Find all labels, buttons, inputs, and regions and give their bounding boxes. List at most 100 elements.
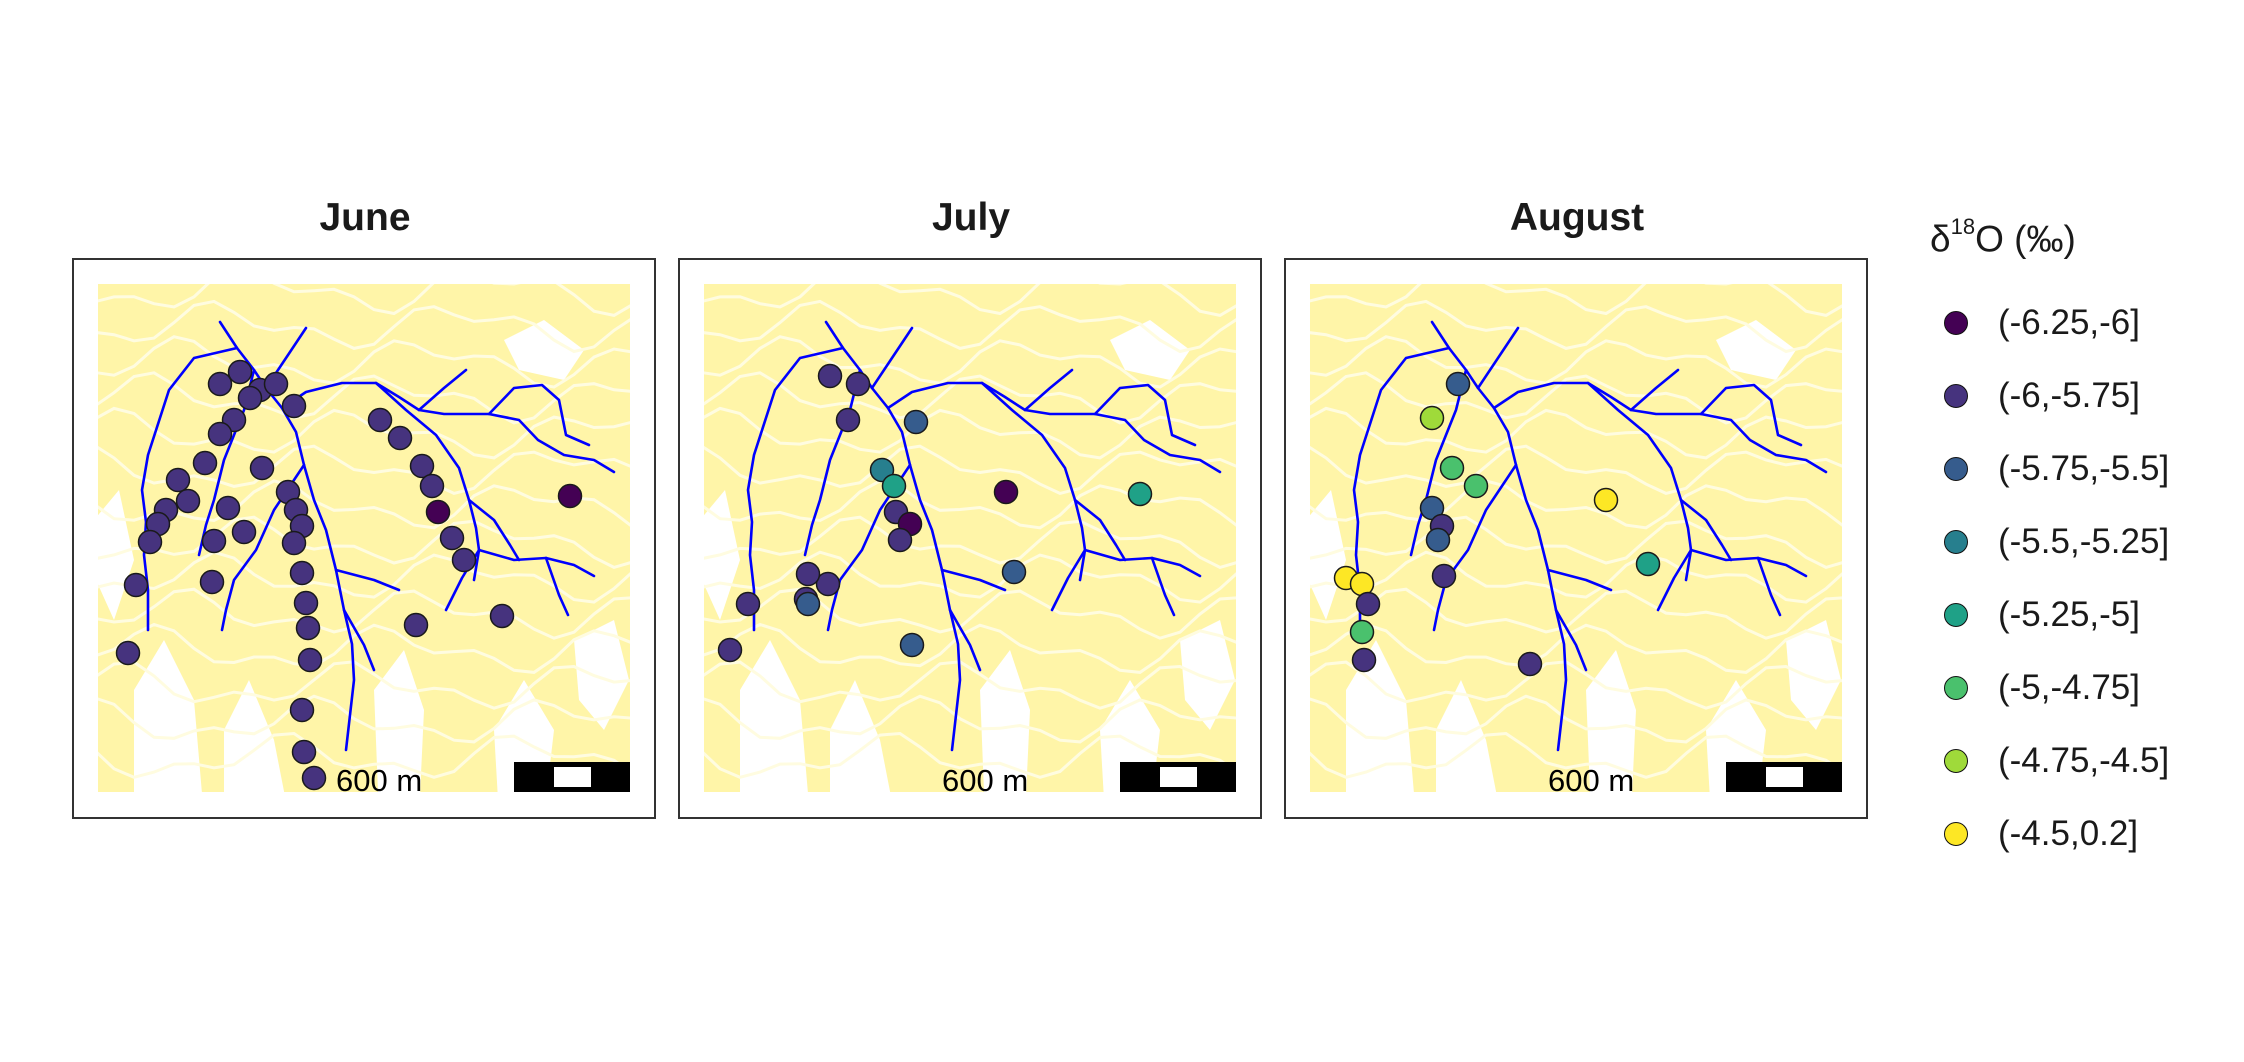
contour-line: [680, 622, 1260, 674]
sample-point: [557, 483, 583, 509]
legend-title-superscript: 18: [1950, 214, 1976, 239]
contour-line: [74, 335, 654, 389]
legend-label: (-4.5,0.2]: [1998, 814, 2139, 853]
sample-point: [1445, 371, 1471, 397]
map-panel-august: 600 m: [1284, 258, 1868, 819]
sample-point: [289, 560, 315, 586]
sample-point: [289, 697, 315, 723]
stream-line: [1432, 463, 1518, 632]
legend-swatch: [1944, 311, 1968, 335]
sample-point: [165, 467, 191, 493]
contour-line: [680, 587, 1260, 640]
sample-point: [367, 407, 393, 433]
stream-line: [886, 381, 1222, 474]
stream-line: [1554, 608, 1588, 672]
contour-line: [74, 515, 654, 570]
legend-label: (-5.75,-5.5]: [1998, 449, 2170, 488]
contour-line: [680, 731, 1260, 785]
sample-point: [845, 371, 871, 397]
legend-swatch: [1944, 822, 1968, 846]
sample-point: [451, 547, 477, 573]
scale-bar-segment: [1160, 767, 1197, 787]
contour-line: [1286, 443, 1866, 495]
legend-swatch: [1944, 603, 1968, 627]
panel-title-august: August: [1509, 196, 1645, 239]
sample-point: [1001, 559, 1027, 585]
map-margin: [1842, 260, 1866, 817]
lowland-area: [504, 320, 584, 380]
sample-point: [403, 612, 429, 638]
stream-line: [417, 368, 468, 412]
stream-line: [940, 568, 1007, 592]
legend-swatch: [1944, 384, 1968, 408]
lowland-area: [1110, 320, 1190, 380]
contour-line: [1286, 731, 1866, 785]
contour-line: [680, 479, 1260, 533]
sample-point: [1425, 527, 1451, 553]
sample-point: [735, 591, 761, 617]
contour-line: [680, 335, 1260, 389]
contour-line: [680, 299, 1260, 354]
lowland-area: [574, 620, 629, 730]
legend-title: δ18O (‰): [1930, 214, 2076, 260]
panel-title-june: June: [319, 196, 411, 239]
map-margin: [630, 260, 654, 817]
sample-point: [1349, 619, 1375, 645]
stream-line: [1073, 498, 1127, 562]
panel-title-july: July: [931, 196, 1011, 239]
sample-point: [387, 425, 413, 451]
contour-line: [1286, 406, 1866, 460]
stream-line: [1656, 548, 1693, 612]
sample-point: [227, 359, 253, 385]
stream-line: [220, 463, 306, 632]
map-panel-july: 600 m: [678, 258, 1262, 819]
contour-line: [74, 587, 654, 640]
scale-bar-segment: [554, 767, 591, 787]
legend-title-rest: O (‰): [1975, 218, 2076, 260]
stream-network: [140, 320, 616, 752]
stream-line: [1023, 368, 1074, 412]
legend-swatch: [1944, 676, 1968, 700]
map-svg: 600 m: [680, 260, 1260, 817]
contour-line: [74, 299, 654, 354]
stream-line: [826, 463, 912, 632]
map-margin: [1286, 792, 1866, 817]
sample-point: [1127, 481, 1153, 507]
sample-point: [207, 371, 233, 397]
lowland-area: [1786, 620, 1841, 730]
sample-point: [192, 450, 218, 476]
sample-point: [201, 528, 227, 554]
legend-label: (-5.5,-5.25]: [1998, 522, 2170, 561]
stream-network: [746, 320, 1222, 752]
sample-point: [175, 488, 201, 514]
legend-title-symbol: δ: [1930, 218, 1951, 260]
sample-point: [409, 453, 435, 479]
sample-points: [1333, 371, 1661, 677]
stream-line: [334, 568, 401, 592]
sample-point: [231, 519, 257, 545]
stream-line: [280, 381, 616, 474]
contour-line: [74, 406, 654, 460]
contour-line: [1286, 479, 1866, 533]
contour-line: [1286, 299, 1866, 354]
contour-line: [680, 660, 1260, 710]
stream-line: [140, 346, 239, 632]
contour-line: [1286, 335, 1866, 389]
stream-line: [1430, 320, 1568, 752]
sample-point: [817, 363, 843, 389]
stream-line: [948, 608, 982, 672]
stream-line: [1050, 548, 1087, 612]
stream-line: [1699, 383, 1803, 447]
sample-point: [207, 421, 233, 447]
legend-label: (-6.25,-6]: [1998, 303, 2140, 342]
stream-line: [1409, 368, 1468, 557]
stream-line: [1679, 498, 1733, 562]
terrain: [1286, 264, 1866, 817]
sample-point: [263, 371, 289, 397]
contour-line: [680, 694, 1260, 744]
legend-swatch: [1944, 457, 1968, 481]
sample-point: [1439, 455, 1465, 481]
stream-line: [218, 320, 356, 752]
sample-point: [903, 409, 929, 435]
sample-point: [1419, 405, 1445, 431]
